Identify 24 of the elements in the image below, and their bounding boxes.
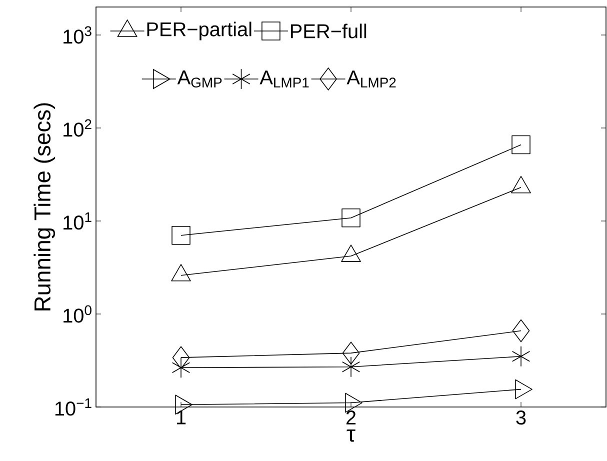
- y-tick-label: 10$^{−1}$: [55, 398, 92, 416]
- legend-label: A$_{LMP2}$: [346, 70, 396, 88]
- x-tick-label: 2: [346, 410, 356, 424]
- x-tick-label: 3: [516, 410, 526, 425]
- legend-label: PER−full: [290, 24, 366, 38]
- point: [512, 135, 530, 154]
- legend-label: PER−partial: [147, 22, 252, 40]
- point: [172, 357, 190, 378]
- x-axis-title: τ: [346, 429, 356, 442]
- point: [342, 342, 360, 364]
- point: [172, 226, 190, 245]
- point: [342, 356, 360, 378]
- y-tick-label: 10$^{2}$: [64, 119, 92, 137]
- y-axis-title: Running Time (secs): [34, 103, 56, 310]
- point: [512, 319, 530, 342]
- point: [172, 346, 190, 369]
- y-tick-label: 10$^{0}$: [64, 305, 92, 323]
- y-tick-label: 10$^{1}$: [64, 212, 92, 230]
- point: [342, 208, 360, 228]
- legend-label: A$_{GMP}$: [177, 70, 222, 88]
- legend-label: A$_{LMP1}$: [260, 70, 309, 88]
- y-tick-label: 10$^{3}$: [64, 26, 92, 44]
- x-tick-label: 1: [176, 410, 186, 424]
- point: [512, 346, 530, 367]
